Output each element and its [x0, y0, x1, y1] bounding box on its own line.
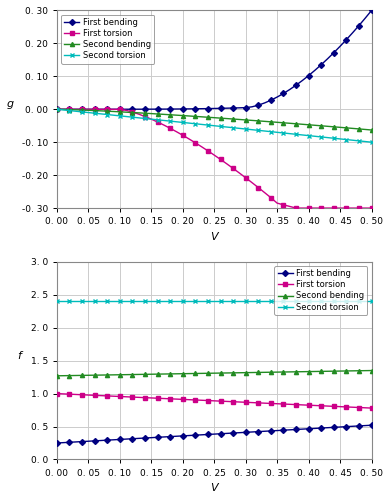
First torsion: [281, 202, 286, 208]
First bending: [149, 434, 154, 440]
Line: Second torsion: Second torsion: [55, 107, 374, 144]
First torsion: [363, 205, 368, 211]
Second bending: [262, 118, 267, 124]
Line: Second bending: Second bending: [55, 107, 374, 132]
Line: Second bending: Second bending: [55, 368, 374, 378]
Second bending: [369, 127, 374, 133]
First torsion: [55, 106, 59, 112]
First torsion: [155, 119, 160, 125]
Second torsion: [149, 298, 154, 304]
Line: First torsion: First torsion: [55, 107, 374, 210]
Second bending: [262, 370, 267, 376]
Second bending: [55, 106, 59, 112]
Second torsion: [55, 298, 59, 304]
First torsion: [149, 116, 154, 122]
First torsion: [149, 395, 154, 401]
First bending: [55, 106, 59, 112]
Second bending: [363, 368, 368, 374]
Second torsion: [124, 298, 128, 304]
First torsion: [55, 390, 59, 396]
First torsion: [369, 405, 374, 411]
X-axis label: V: V: [211, 483, 218, 493]
First bending: [363, 422, 368, 428]
Second torsion: [363, 138, 368, 144]
Second torsion: [369, 298, 374, 304]
Legend: First bending, First torsion, Second bending, Second torsion: First bending, First torsion, Second ben…: [274, 266, 367, 315]
Line: First bending: First bending: [55, 423, 374, 445]
Second torsion: [262, 128, 267, 134]
Line: First bending: First bending: [55, 8, 374, 112]
Second torsion: [262, 298, 267, 304]
Second bending: [124, 372, 128, 378]
First bending: [155, 434, 160, 440]
First bending: [155, 106, 160, 112]
Line: Second torsion: Second torsion: [55, 298, 374, 303]
Second torsion: [281, 298, 286, 304]
Legend: First bending, First torsion, Second bending, Second torsion: First bending, First torsion, Second ben…: [61, 14, 154, 64]
First torsion: [262, 190, 267, 196]
First bending: [281, 427, 286, 433]
Y-axis label: f: f: [18, 350, 21, 360]
Second bending: [149, 371, 154, 377]
X-axis label: V: V: [211, 232, 218, 241]
First bending: [124, 106, 128, 112]
First torsion: [294, 205, 298, 211]
First torsion: [281, 401, 286, 407]
Second torsion: [149, 116, 154, 122]
Second torsion: [124, 114, 128, 119]
Second torsion: [369, 139, 374, 145]
First bending: [262, 100, 267, 106]
Second bending: [363, 126, 368, 132]
First torsion: [124, 394, 128, 400]
First bending: [369, 422, 374, 428]
First bending: [369, 8, 374, 14]
First torsion: [262, 400, 267, 406]
First bending: [363, 15, 368, 21]
Second bending: [155, 371, 160, 377]
Second torsion: [281, 130, 286, 136]
First torsion: [124, 108, 128, 114]
First bending: [149, 106, 154, 112]
First bending: [55, 440, 59, 446]
Second bending: [124, 109, 128, 115]
Y-axis label: g: g: [7, 100, 14, 110]
Second bending: [155, 111, 160, 117]
Second torsion: [363, 298, 368, 304]
Second bending: [281, 120, 286, 126]
Second torsion: [55, 106, 59, 112]
First torsion: [363, 405, 368, 411]
First bending: [281, 90, 286, 96]
First bending: [124, 436, 128, 442]
First bending: [262, 428, 267, 434]
First torsion: [155, 395, 160, 401]
Second bending: [149, 110, 154, 116]
Second torsion: [155, 298, 160, 304]
First torsion: [369, 205, 374, 211]
Line: First torsion: First torsion: [55, 392, 374, 410]
Second torsion: [155, 117, 160, 123]
Second bending: [281, 369, 286, 375]
Second bending: [55, 373, 59, 379]
Second bending: [369, 368, 374, 374]
